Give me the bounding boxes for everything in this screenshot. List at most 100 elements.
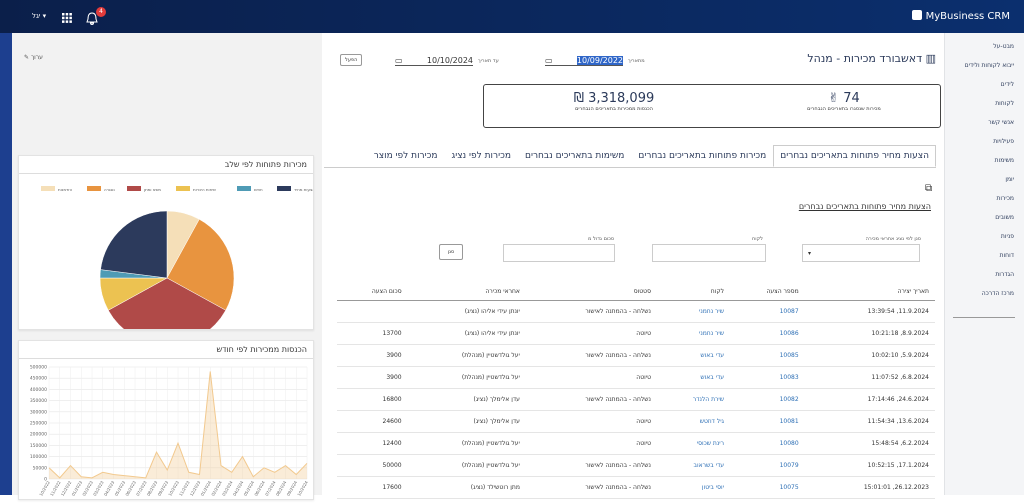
table-cell[interactable]: 10079 — [730, 454, 805, 477]
sidebar-item[interactable]: לידים — [1000, 81, 1014, 88]
table-cell: 17.1.2024, 10:52:15 — [804, 454, 935, 477]
from-label: מתאריך — [628, 58, 645, 64]
table-cell[interactable]: שיר נחמני — [656, 300, 731, 323]
tab[interactable]: מכירות לפי מוצר — [373, 151, 438, 161]
sidebar-item[interactable]: פניות — [1000, 233, 1014, 240]
filter-label: סנן לפי נציג אחראי מכירה — [865, 236, 921, 242]
table-cell: 24.6.2024, 17:14:46 — [804, 388, 935, 411]
sidebar-item[interactable]: יומן — [1005, 176, 1014, 183]
filter-label: סכום גדול מ — [588, 236, 615, 242]
sidebar-item[interactable]: משובים — [995, 214, 1014, 221]
customer-input[interactable] — [652, 244, 766, 262]
brand-name: MyBusiness CRM — [925, 11, 1010, 22]
table-cell[interactable]: עדי באוש — [656, 366, 731, 389]
table-cell: 24600 — [337, 410, 408, 433]
legend-swatch — [176, 186, 190, 191]
legend-label: שיחות היכרות — [193, 187, 216, 192]
sidebar-item[interactable]: אנשי קשר — [988, 119, 1014, 126]
table-header: תאריך יצירה מספר הצעה לקוח סטטוס אחראי מכירה… — [337, 284, 935, 301]
table-cell: טיוטה — [525, 432, 657, 455]
y-tick-label: 350000 — [30, 398, 47, 404]
kpi-label: מכירות שנסגרו בתאריכים הנבחרים — [807, 106, 881, 112]
page-title: ▥ דאשבורד מכירות - מנהל — [807, 52, 936, 65]
table-row: 6.2.2024, 15:48:54 10080 רינת שכוסי טיוטה יע… — [337, 432, 935, 455]
line — [48, 371, 308, 479]
table-cell: 3900 — [337, 344, 408, 367]
filter-button[interactable]: סנן — [439, 244, 463, 260]
sidebar-item[interactable]: משימות — [994, 157, 1014, 164]
tab[interactable]: מכירות לפי נציג — [451, 151, 511, 161]
to-date[interactable]: ▭ 10/10/2024 — [395, 56, 473, 66]
table-cell: 5.9.2024, 10:02:10 — [804, 344, 935, 367]
notification-badge: 4 — [96, 7, 106, 17]
kpi-label: הכנסות ממכירות בתאריכים הנבחרים — [575, 106, 653, 112]
line-card: הכנסות ממכירות לפי חודש 0 50000 100000 15000… — [18, 340, 314, 500]
bell-icon[interactable] — [86, 12, 98, 26]
kpi-box: ✌ 74 מכירות שנסגרו בתאריכים הנבחרים ₪ 3,3… — [483, 84, 941, 128]
legend-label: חוזים — [254, 187, 263, 192]
user-menu[interactable]: יגל ▾ — [32, 12, 47, 20]
sidebar-item[interactable]: פעילויות — [993, 138, 1014, 145]
table-cell: יעל גולדשטיין (מנהלת) — [407, 366, 526, 389]
table-cell[interactable]: גיל דוזטש — [656, 410, 731, 433]
table-cell[interactable]: 10087 — [730, 300, 805, 323]
edit-link[interactable]: ✎ ערוך — [24, 54, 43, 61]
tabs: הצעות מחיר פתוחות בתאריכים נבחרים מכירות … — [324, 145, 936, 168]
table-cell[interactable]: שירת הלנדר — [656, 388, 731, 411]
from-date[interactable]: ▭ 10/09/2022 — [545, 56, 623, 66]
column-header: לקוח — [656, 284, 731, 301]
table-cell: 16800 — [337, 388, 408, 411]
table-cell: 8.9.2024, 10:21:18 — [804, 322, 935, 345]
legend-swatch — [237, 186, 251, 191]
amount-input[interactable] — [503, 244, 615, 262]
table-cell: יונתן עידי אליהו (נציג) — [407, 300, 526, 323]
quotes-table: תאריך יצירה מספר הצעה לקוח סטטוס אחראי מכירה… — [337, 284, 935, 499]
slider[interactable] — [953, 317, 1015, 318]
table-cell: נשלחה - בהמתנה לאישור — [525, 344, 657, 367]
y-tick-label: 0 — [44, 477, 47, 483]
copy-icon[interactable]: ⧉ — [925, 183, 933, 194]
table-cell[interactable]: 10083 — [730, 366, 805, 389]
table-cell: יעל גולדשטיין (מנהלת) — [407, 344, 526, 367]
table-cell — [337, 300, 408, 323]
column-header: סכום הצעה — [337, 284, 408, 301]
y-tick-label: 150000 — [30, 443, 47, 449]
table-row: 17.1.2024, 10:52:15 10079 עדי בשראוב נשלחה … — [337, 454, 935, 477]
tab[interactable]: משימות בתאריכים נבחרים — [524, 151, 625, 161]
table-cell[interactable]: 10080 — [730, 432, 805, 455]
sidebar-item[interactable]: לקוחות — [995, 100, 1014, 107]
tab[interactable]: מכירות פתוחות בתאריכים נבחרים — [638, 151, 767, 161]
table-cell[interactable]: 10082 — [730, 388, 805, 411]
table-body: 11.9.2024, 13:39:54 10087 שיר נחמני נשלחה -… — [337, 300, 935, 499]
column-header: מספר הצעה — [730, 284, 805, 301]
sidebar-item[interactable]: ייבוא לקוחות ולידים — [964, 62, 1014, 69]
table-cell[interactable]: שיר נחמני — [656, 322, 731, 345]
table-cell[interactable]: עדי באוש — [656, 344, 731, 367]
apply-button[interactable]: הפעל — [340, 54, 363, 66]
y-tick-label: 300000 — [30, 409, 47, 415]
table-cell[interactable]: עדי בשראוב — [656, 454, 731, 477]
rep-select[interactable]: ▾ — [802, 244, 920, 262]
table-row: 11.9.2024, 13:39:54 10087 שיר נחמני נשלחה -… — [337, 300, 935, 323]
table-cell: יעל גולדשטיין (מנהלת) — [407, 454, 526, 477]
table-row: 5.9.2024, 10:02:10 10085 עדי באוש נשלחה - ב… — [337, 344, 935, 367]
table-cell[interactable]: 10085 — [730, 344, 805, 367]
tab[interactable]: הצעות מחיר פתוחות בתאריכים נבחרים — [773, 145, 936, 167]
table-cell[interactable]: 10086 — [730, 322, 805, 345]
sidebar-item[interactable]: מבט-על — [993, 43, 1014, 50]
table-cell[interactable]: 10081 — [730, 410, 805, 433]
from-date-text: 10/09/2022 — [576, 56, 623, 65]
apps-icon[interactable] — [62, 13, 72, 23]
sidebar-item[interactable]: דוחות — [999, 252, 1014, 259]
table-cell: 50000 — [337, 454, 408, 477]
sidebar-item[interactable]: מכירות — [996, 195, 1014, 202]
kpi-currency: ₪ — [573, 91, 584, 106]
legend-label: הצעות מחיר — [294, 187, 313, 192]
user-name: יגל — [32, 12, 41, 20]
sidebar-item[interactable]: הגדרות — [995, 271, 1014, 278]
legend-label: משא ומתן — [144, 187, 161, 192]
sidebar-item[interactable]: מרכז הדרכה — [981, 290, 1014, 297]
table-cell[interactable]: רינת שכוסי — [656, 432, 731, 455]
table-cell: 11.9.2024, 13:39:54 — [804, 300, 935, 323]
